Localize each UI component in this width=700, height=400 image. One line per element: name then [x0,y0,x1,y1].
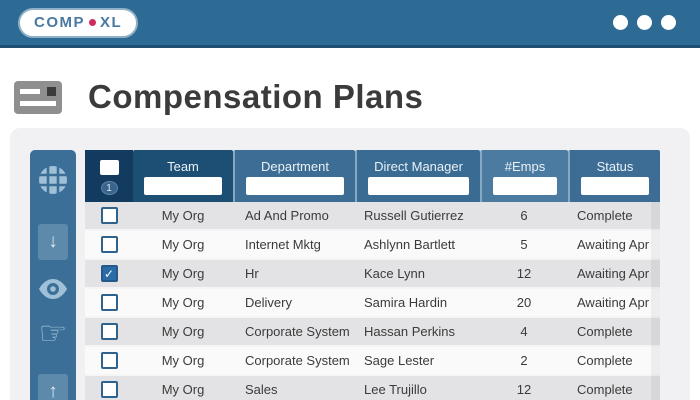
cell-status: Complete [577,208,633,223]
select-all-header: 1 [85,150,133,202]
cell-direct-manager: Hassan Perkins [364,324,456,339]
table-body: My Org Ad And Promo Russell Gutierrez 6 … [85,202,660,400]
topbar: COMP XL [0,0,700,48]
filter-department-input[interactable] [246,177,344,195]
cell-team: My Org [161,208,205,223]
column-header-department: Department [233,150,355,202]
column-header-team: Team [133,150,233,202]
cell-department: Sales [245,382,278,397]
cell-status: Complete [577,353,633,368]
filter-team-input[interactable] [144,177,222,195]
row-checkbox[interactable] [100,323,118,340]
table-row[interactable]: My Org Delivery Samira Hardin 20 Awaitin… [85,289,660,318]
eye-icon[interactable] [30,278,76,300]
cell-department: Corporate System [245,324,350,339]
row-checkbox[interactable] [100,236,118,253]
compensation-card-icon [14,80,62,114]
column-label-emps[interactable]: #Emps [504,159,546,174]
logo-text-comp: COMP [34,13,85,31]
cell-direct-manager: Lee Trujillo [364,382,427,397]
cell-direct-manager: Kace Lynn [364,266,425,281]
cell-emps: 20 [516,295,532,310]
table-row[interactable]: My Org Corporate System Hassan Perkins 4… [85,318,660,347]
compxl-logo[interactable]: COMP XL [18,7,139,38]
cell-department: Delivery [245,295,292,310]
cell-team: My Org [161,295,205,310]
cell-team: My Org [161,353,205,368]
cell-direct-manager: Ashlynn Bartlett [364,237,456,252]
cell-team: My Org [161,382,205,397]
window-dot-icon[interactable] [613,15,628,30]
column-header-emps: #Emps [480,150,568,202]
table-header: 1 Team Department Direct Manager #Emps [85,150,660,202]
cell-direct-manager: Sage Lester [364,353,435,368]
cell-team: My Org [161,237,205,252]
cell-direct-manager: Samira Hardin [364,295,448,310]
selected-count-badge: 1 [100,181,118,195]
plans-table: 1 Team Department Direct Manager #Emps [85,150,660,400]
column-label-status[interactable]: Status [596,159,634,174]
cell-emps: 5 [520,237,528,252]
cell-department: Internet Mktg [245,237,321,252]
table-row[interactable]: My Org Internet Mktg Ashlynn Bartlett 5 … [85,231,660,260]
column-label-team[interactable]: Team [167,159,199,174]
cell-status: Complete [577,382,633,397]
row-checkbox[interactable] [100,265,118,282]
plans-panel: ↓ ☞ ↑ 1 [10,128,690,400]
filter-emps-input[interactable] [493,177,557,195]
logo-dot-icon [89,18,96,26]
scrollbar-track[interactable] [651,202,660,400]
side-toolbar: ↓ ☞ ↑ [30,150,76,400]
row-checkbox[interactable] [100,381,118,398]
cell-status: Awaiting Apr [577,295,650,310]
filter-direct-manager-input[interactable] [368,177,469,195]
download-icon[interactable]: ↓ [30,224,76,260]
cell-direct-manager: Russell Gutierrez [364,208,464,223]
column-header-status: Status [568,150,660,202]
column-label-direct-manager[interactable]: Direct Manager [374,159,463,174]
window-dots [613,15,676,30]
select-all-checkbox[interactable] [99,160,119,176]
upload-icon[interactable]: ↑ [30,374,76,400]
row-checkbox[interactable] [100,352,118,369]
column-label-department[interactable]: Department [261,159,329,174]
cell-emps: 2 [520,353,528,368]
cell-emps: 4 [520,324,528,339]
filter-status-input[interactable] [581,177,649,195]
table-row[interactable]: My Org Corporate System Sage Lester 2 Co… [85,347,660,376]
page-header: Compensation Plans [14,78,423,116]
cell-team: My Org [161,324,205,339]
cell-department: Ad And Promo [245,208,329,223]
pointing-hand-icon[interactable]: ☞ [38,315,68,351]
cell-status: Awaiting Apr [577,237,650,252]
cell-emps: 12 [516,266,532,281]
grid-globe-icon[interactable] [30,163,76,197]
table-row[interactable]: My Org Sales Lee Trujillo 12 Complete [85,376,660,400]
cell-department: Hr [245,266,259,281]
cell-department: Corporate System [245,353,350,368]
cell-status: Complete [577,324,633,339]
row-checkbox[interactable] [100,207,118,224]
cell-emps: 12 [516,382,532,397]
window-dot-icon[interactable] [637,15,652,30]
cell-emps: 6 [520,208,528,223]
table-row[interactable]: My Org Ad And Promo Russell Gutierrez 6 … [85,202,660,231]
table-row[interactable]: My Org Hr Kace Lynn 12 Awaiting Apr [85,260,660,289]
logo-text-xl: XL [100,13,123,31]
cell-status: Awaiting Apr [577,266,650,281]
window-dot-icon[interactable] [661,15,676,30]
cell-team: My Org [161,266,205,281]
row-checkbox[interactable] [100,294,118,311]
column-header-direct-manager: Direct Manager [355,150,480,202]
page-title: Compensation Plans [88,78,424,115]
